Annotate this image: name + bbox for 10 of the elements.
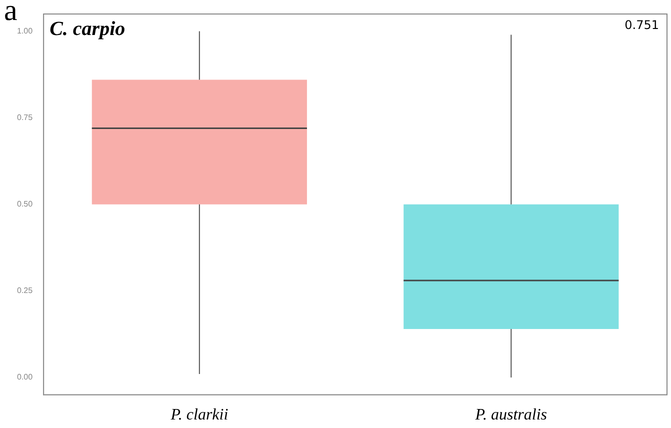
annotation: C. carpio <box>50 18 126 40</box>
y-tick-label: 1.00 <box>16 26 34 36</box>
y-tick-label: 0.00 <box>16 372 34 382</box>
y-tick-label: 0.25 <box>16 286 34 296</box>
x-tick-label: P. australis <box>474 406 548 424</box>
y-tick-label: 0.50 <box>16 200 34 209</box>
annotation: 0.751 <box>624 18 659 32</box>
x-tick-label: P. clarkii <box>170 406 228 424</box>
text: a <box>4 0 18 27</box>
y-tick-label: 0.75 <box>16 113 34 122</box>
